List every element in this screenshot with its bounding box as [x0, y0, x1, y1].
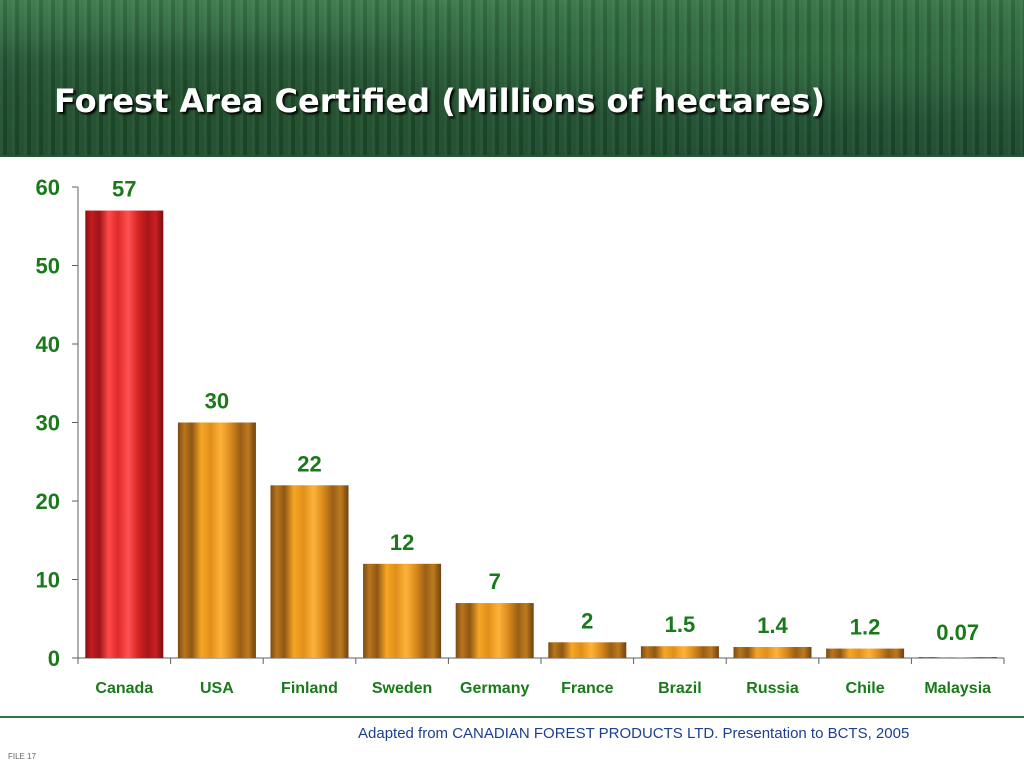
y-tick-label: 50: [36, 254, 60, 279]
x-tick-label-canada: Canada: [95, 680, 153, 697]
file-label: FILE 17: [8, 752, 37, 761]
data-label-canada: 57: [112, 177, 136, 202]
x-axis: [77, 657, 1005, 664]
data-label-germany: 7: [489, 569, 501, 594]
data-label-finland: 22: [297, 451, 321, 476]
bars: [85, 210, 997, 659]
y-tick-label: 20: [36, 489, 60, 514]
bar-malaysia: [918, 657, 997, 658]
bar-brazil: [640, 646, 719, 658]
data-label-brazil: 1.5: [665, 612, 696, 637]
y-axis: 0 10 20 30 40 50 60: [36, 175, 79, 671]
x-tick-label-usa: USA: [200, 680, 234, 697]
data-label-sweden: 12: [390, 530, 414, 555]
data-label-usa: 30: [205, 389, 229, 414]
x-tick-label-germany: Germany: [460, 680, 529, 697]
data-label-chile: 1.2: [850, 615, 881, 640]
bar-chile: [826, 648, 905, 658]
source-note: Adapted from CANADIAN FOREST PRODUCTS LT…: [358, 725, 910, 742]
bar-finland: [270, 485, 349, 658]
slide-title: Forest Area Certified (Millions of hecta…: [54, 82, 826, 120]
x-tick-label-brazil: Brazil: [658, 680, 702, 697]
y-tick-label: 60: [36, 175, 60, 200]
data-labels: 57 30 22 12 7 2 1.5 1.4 1.2 0.07: [112, 177, 979, 645]
x-tick-label-chile: Chile: [846, 680, 885, 697]
y-tick-label: 40: [36, 332, 60, 357]
data-label-russia: 1.4: [757, 613, 788, 638]
bar-russia: [733, 647, 812, 658]
bar-chart: 0 10 20 30 40 50 60 57 30 22 12 7 2 1.5 1.4 1.2 0.07 Ca…: [36, 175, 1005, 697]
forest-header-banner: Forest Area Certified (Millions of hecta…: [0, 0, 1024, 155]
x-tick-label-sweden: Sweden: [372, 680, 432, 697]
x-tick-label-russia: Russia: [746, 680, 799, 697]
data-label-france: 2: [581, 608, 593, 633]
y-tick-label: 30: [36, 411, 60, 436]
x-tick-label-finland: Finland: [281, 680, 338, 697]
bar-usa: [177, 422, 256, 658]
x-tick-label-france: France: [561, 680, 614, 697]
y-tick-label: 10: [36, 568, 60, 593]
x-tick-labels: Canada USA Finland Sweden Germany France Brazi…: [95, 680, 991, 697]
header-divider: [0, 155, 1024, 157]
bar-germany: [455, 603, 534, 658]
data-label-malaysia: 0.07: [936, 620, 979, 645]
bar-canada: [85, 210, 164, 659]
bar-sweden: [363, 563, 442, 658]
x-tick-label-malaysia: Malaysia: [924, 680, 991, 697]
footer-divider: [0, 716, 1024, 718]
y-tick-label: 0: [48, 646, 60, 671]
bar-france: [548, 642, 627, 658]
